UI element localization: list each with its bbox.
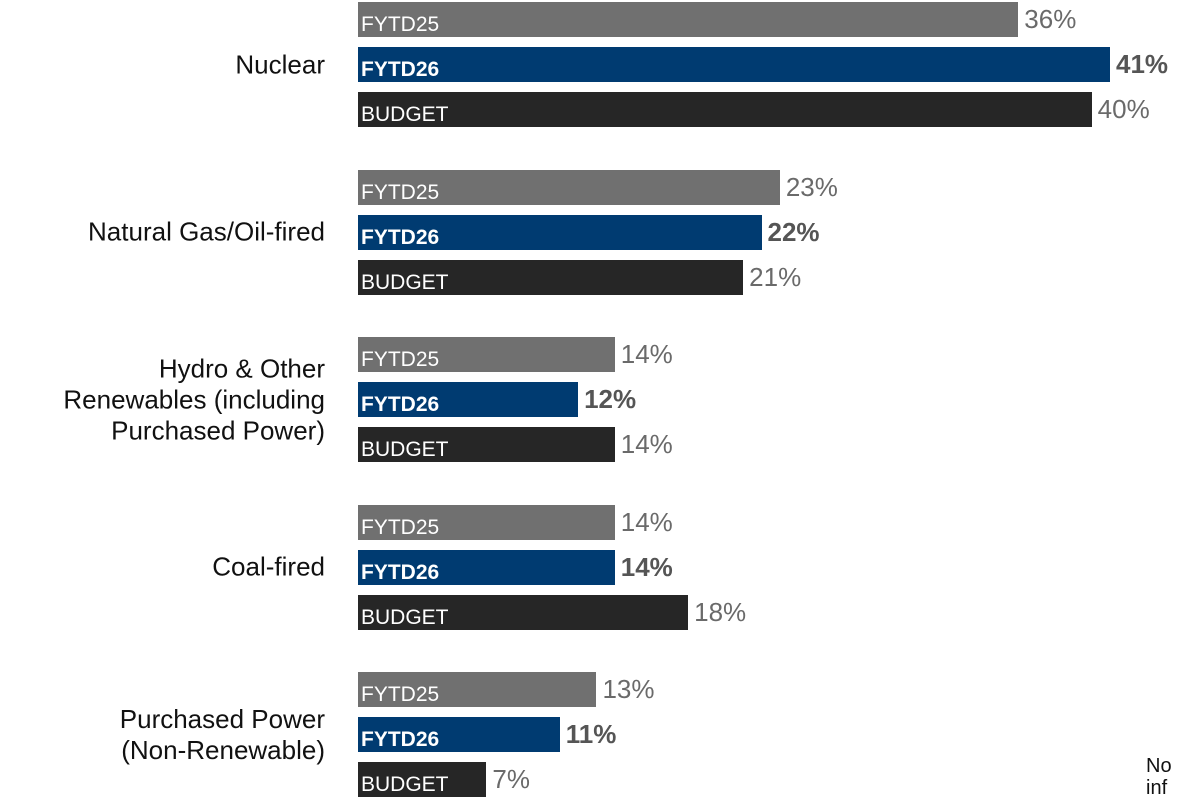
category-label: Purchased Power (Non-Renewable)	[119, 703, 325, 765]
bar-series-label: FYTD25	[361, 180, 440, 204]
bar: FYTD25	[358, 504, 615, 540]
bar: BUDGET	[358, 594, 689, 630]
bar-series-label: FYTD26	[361, 58, 440, 81]
value-label: 40%	[1097, 94, 1150, 124]
bar: BUDGET	[358, 427, 615, 462]
bar: BUDGET	[358, 259, 744, 295]
bar: BUDGET	[358, 762, 487, 797]
bar: FYTD25	[358, 169, 780, 205]
value-label: 11%	[565, 719, 617, 749]
bar: FYTD26	[358, 214, 762, 250]
value-label: 22%	[767, 216, 820, 247]
bar: FYTD26	[358, 47, 1110, 82]
category-label: Natural Gas/Oil-fired	[88, 216, 325, 247]
value-label: 21%	[749, 261, 802, 292]
bar-series-label: BUDGET	[361, 605, 449, 629]
value-label: 12%	[584, 384, 637, 414]
value-label: 14%	[620, 429, 673, 459]
bar-series-label: FYTD26	[361, 393, 440, 416]
category-label: Hydro & Other Renewables (including Purc…	[63, 353, 325, 445]
bar: FYTD26	[358, 717, 560, 752]
category-label: Coal-fired	[212, 551, 325, 582]
bar-series-label: FYTD25	[361, 683, 440, 706]
value-label: 14%	[620, 506, 673, 537]
note: inf	[1146, 777, 1168, 798]
bar-series-label: FYTD25	[361, 515, 440, 539]
value-label: 36%	[1024, 4, 1077, 34]
bar-series-label: BUDGET	[361, 438, 449, 461]
bar: FYTD26	[358, 549, 615, 585]
bar: FYTD25	[358, 672, 597, 707]
value-label: 23%	[785, 171, 838, 202]
category-label: Nuclear	[235, 49, 325, 79]
bar-series-label: FYTD25	[361, 13, 440, 36]
bar-series-label: FYTD26	[361, 225, 440, 249]
value-label: 13%	[602, 674, 655, 704]
bar-series-label: BUDGET	[361, 270, 449, 294]
value-label: 18%	[694, 596, 747, 627]
bar: FYTD25	[358, 337, 615, 372]
bar: FYTD25	[358, 2, 1019, 37]
value-label: 41%	[1116, 49, 1169, 79]
bar: BUDGET	[358, 92, 1092, 127]
bar-series-label: BUDGET	[361, 103, 449, 126]
value-label: 7%	[492, 764, 530, 794]
note: No	[1146, 755, 1172, 777]
bar-series-label: FYTD26	[361, 728, 440, 751]
bar: FYTD26	[358, 382, 579, 417]
bar-series-label: FYTD26	[361, 560, 440, 584]
bar-series-label: FYTD25	[361, 348, 440, 371]
value-label: 14%	[620, 551, 673, 582]
value-label: 14%	[620, 339, 673, 369]
bar-series-label: BUDGET	[361, 773, 449, 796]
